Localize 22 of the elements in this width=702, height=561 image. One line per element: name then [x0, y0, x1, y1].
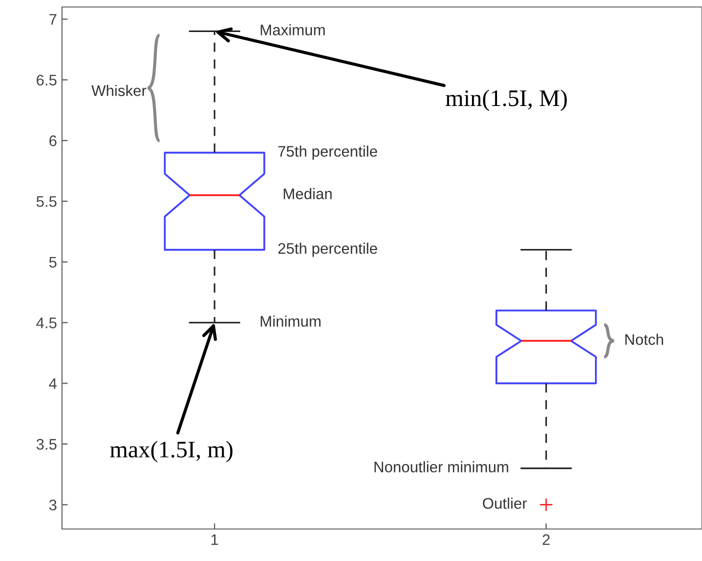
- y-tick-label: 3.5: [36, 438, 56, 450]
- y-tick-label: 5.5: [36, 196, 56, 207]
- x-tick-label: 2: [542, 534, 550, 545]
- annotation: Outlier: [482, 498, 527, 509]
- y-tick-label: 5: [49, 256, 56, 268]
- annotation: 75th percentile: [278, 146, 378, 160]
- annotation: Whisker: [91, 84, 146, 96]
- y-tick-label: 6.5: [36, 74, 56, 86]
- annotation: 25th percentile: [278, 242, 378, 257]
- y-tick-label: 7: [49, 14, 56, 25]
- annotation: max(1.5I, m): [110, 440, 232, 462]
- annotation: Nonoutlier minimum: [374, 461, 508, 472]
- annotation: Notch: [625, 334, 664, 345]
- y-tick-label: 3: [49, 500, 56, 510]
- y-tick-label: 4.5: [36, 318, 56, 328]
- annotation: min(1.5I, M): [446, 90, 567, 111]
- y-tick-label: 4: [48, 378, 57, 389]
- x-tick-label: 1: [211, 534, 218, 545]
- annotation: Median: [284, 188, 332, 200]
- y-tick-label: 6: [49, 135, 56, 146]
- annotation: Minimum: [260, 316, 320, 327]
- annotation: Maximum: [260, 24, 325, 36]
